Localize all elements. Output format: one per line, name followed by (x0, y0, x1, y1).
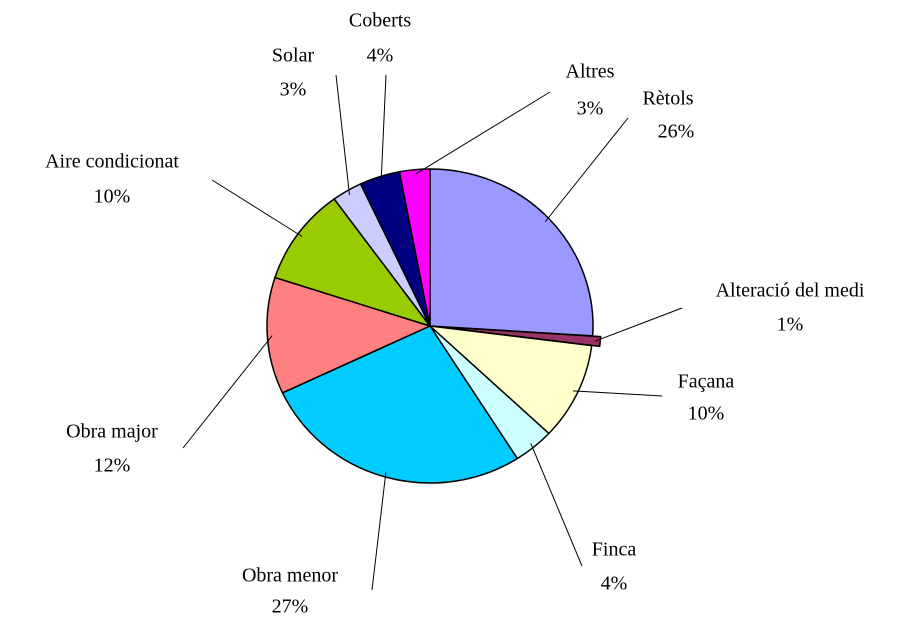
slice-label: Solar (272, 45, 315, 67)
leader-line (371, 472, 387, 591)
slice-value-label: 27% (272, 596, 309, 618)
slice-value-label: 4% (601, 573, 628, 595)
slice-label: Rètols (642, 88, 693, 110)
pie-slice (427, 324, 593, 435)
slice-value-label: 10% (94, 186, 131, 208)
leader-line (573, 390, 663, 397)
pie-slice (429, 168, 594, 337)
pie-slice (281, 325, 519, 484)
slice-label: Obra menor (242, 565, 338, 587)
leader-line (182, 335, 273, 449)
leader-line (380, 74, 387, 182)
slice-value-label: 1% (777, 314, 804, 336)
leader-line (595, 307, 683, 342)
slice-value-label: 26% (658, 121, 695, 143)
leader-line (211, 179, 303, 237)
slice-label: Altres (566, 61, 615, 83)
slice-value-label: 4% (367, 45, 394, 67)
pie-slice (266, 276, 433, 394)
pie-slice (398, 168, 431, 327)
slice-value-label: 3% (280, 79, 307, 101)
slice-label: Finca (592, 539, 637, 561)
slice-label: Aire condicionat (45, 151, 179, 173)
slice-label: Façana (678, 371, 735, 393)
leader-line (335, 74, 351, 195)
slice-value-label: 12% (94, 455, 131, 477)
slice-value-label: 3% (577, 98, 604, 120)
slice-label: Obra major (66, 421, 158, 443)
slice-label: Alteració del medi (716, 280, 865, 302)
leader-line (544, 117, 629, 223)
slice-label: Coberts (349, 10, 411, 32)
leader-line (530, 443, 583, 567)
slice-value-label: 10% (688, 403, 725, 425)
leader-line (414, 91, 551, 175)
